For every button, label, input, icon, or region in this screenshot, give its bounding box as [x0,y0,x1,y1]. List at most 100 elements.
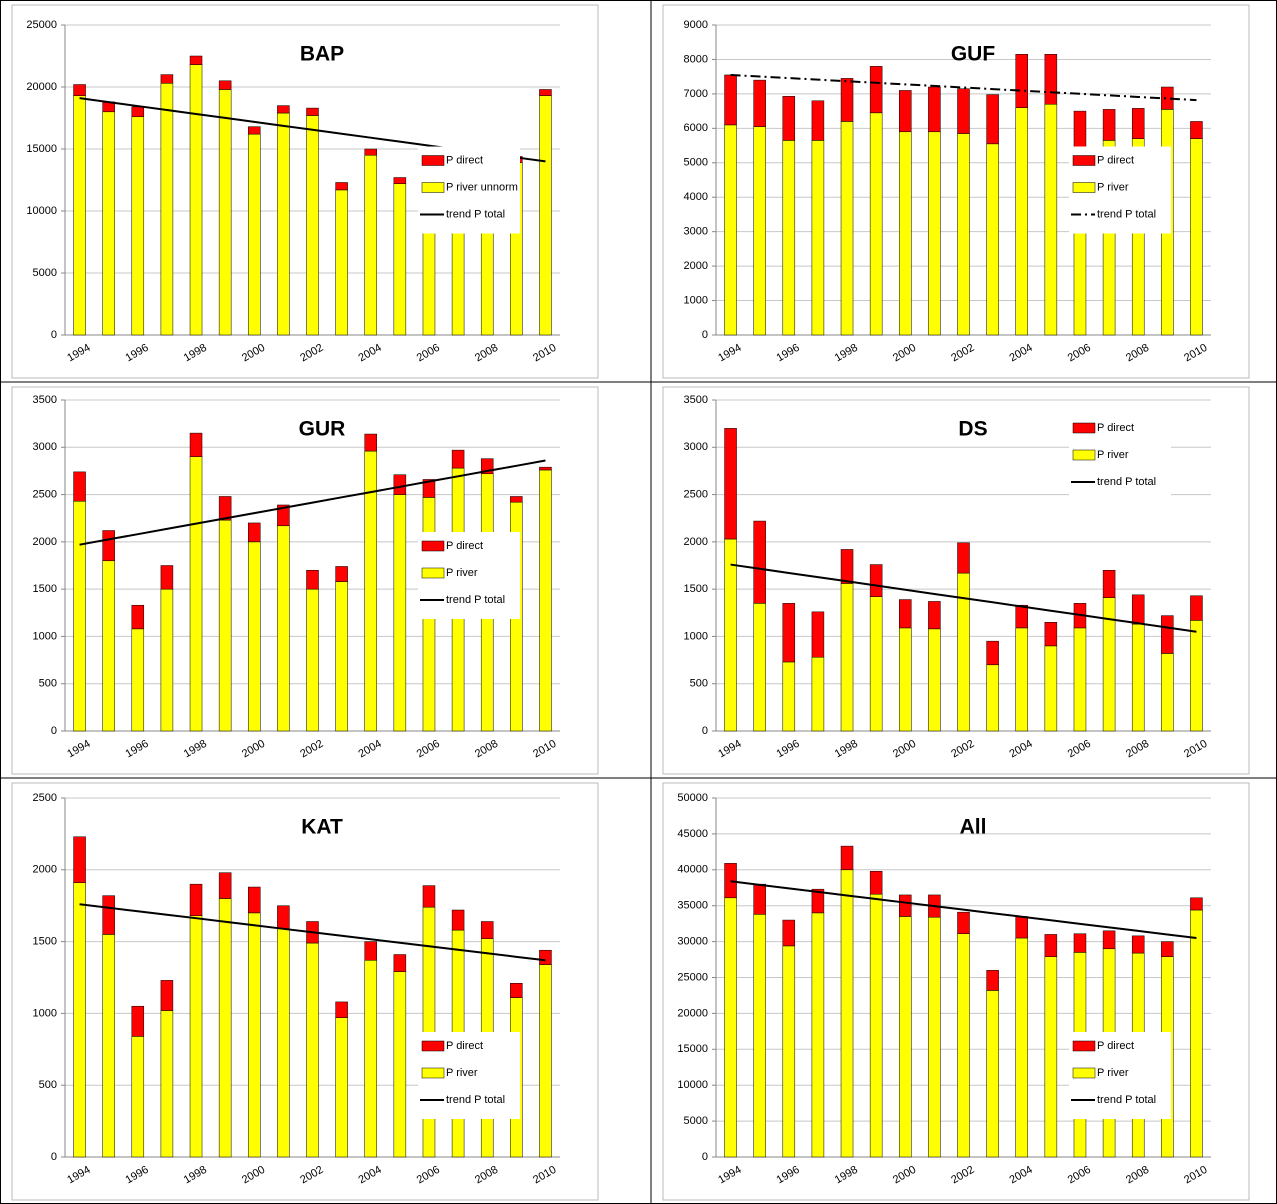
legend-label: trend P total [1097,1094,1156,1106]
bar-segment [782,661,796,732]
bar-segment [73,500,86,732]
bar-segment [102,895,115,935]
legend-label: trend P total [1097,476,1156,488]
legend-swatch [421,1067,445,1079]
bar-segment [724,538,737,732]
bar-segment [1190,138,1203,336]
legend-label: trend P total [446,1094,505,1106]
bar-segment [986,970,999,991]
bar-segment [1190,620,1203,732]
bar-segment [753,883,766,915]
bar-segment [73,84,86,96]
bar-segment [1073,933,1087,953]
y-tick-label: 8000 [684,53,708,65]
chart-title: All [960,816,987,839]
bar-segment [277,112,290,336]
bar-segment [73,836,86,883]
bar-segment [364,433,377,452]
bar-segment [1190,121,1203,139]
y-tick-label: 1500 [33,583,57,595]
bar-segment [539,949,552,965]
bar-segment [840,583,854,732]
bar-segment [869,66,883,114]
bar-segment [306,942,319,1158]
trend-line [79,459,546,546]
bar-segment [218,496,232,521]
bar-segment [724,897,737,1158]
y-tick-label: 25000 [26,19,57,31]
y-tick-label: 1000 [33,630,57,642]
bar-segment [364,154,377,336]
chart-title: GUF [951,43,996,66]
bar-segment [1073,110,1087,150]
bar-segment [869,893,883,1158]
legend-swatch [1072,1040,1096,1052]
bar-segment [753,79,766,127]
y-tick-label: 3500 [33,394,57,406]
y-tick-label: 35000 [677,900,708,912]
y-tick-label: 4000 [684,191,708,203]
y-tick-label: 2500 [684,488,708,500]
y-tick-label: 1000 [33,1007,57,1019]
bar-segment [510,982,523,998]
legend-label: P river [446,1067,478,1079]
bar-segment [364,148,377,156]
bar-segment [160,1010,174,1158]
bar-segment [160,74,174,84]
chart-title: BAP [300,43,344,66]
y-tick-label: 6000 [684,122,708,134]
y-tick-label: 5000 [684,1115,708,1127]
bar-segment [1131,623,1145,732]
bar-segment [393,183,407,336]
bar-segment [393,494,407,732]
y-tick-label: 2500 [33,792,57,804]
bar-segment [306,588,319,732]
y-tick-label: 5000 [684,157,708,169]
bar-segment [811,100,825,141]
bar-segment [335,1017,348,1158]
bar-segment [811,140,825,336]
bar-segment [277,105,290,114]
bar-segment [811,656,825,732]
bar-segment [986,143,999,336]
bar-segment [131,628,145,732]
y-tick-label: 1000 [684,294,708,306]
bar-segment [1044,934,1058,957]
bar-segment [364,960,377,1158]
y-tick-label: 500 [690,678,708,690]
legend-label: P direct [1097,1040,1134,1052]
bar-segment [189,456,203,732]
legend-swatch [1072,422,1096,434]
bar-segment [189,915,203,1158]
y-tick-label: 500 [39,1079,57,1091]
bar-segment [986,664,999,732]
bar-segment [986,94,999,145]
bar-segment [899,916,912,1158]
bar-segment [1015,54,1028,108]
bar-segment [1015,916,1028,939]
bar-segment [753,603,766,732]
bar-segment [1044,103,1058,336]
bar-segment [160,980,174,1011]
bar-segment [248,126,261,135]
bar-segment [277,905,290,929]
bar-segment [218,80,232,90]
bar-segment [986,990,999,1158]
bar-segment [539,964,552,1158]
bar-segment [160,83,174,336]
legend-label: trend P total [1097,208,1156,220]
trend-line [730,563,1197,633]
chart-title: GUR [299,418,346,441]
bar-segment [782,140,796,336]
y-tick-label: 20000 [677,1007,708,1019]
bar-segment [102,560,115,732]
bar-segment [899,627,912,732]
bar-segment [1131,108,1145,139]
bar-segment [1073,627,1087,732]
bar-segment [248,133,261,336]
bar-segment [1015,627,1028,732]
y-tick-label: 30000 [677,936,708,948]
bar-segment [539,469,552,732]
bar-segment [335,1001,348,1018]
